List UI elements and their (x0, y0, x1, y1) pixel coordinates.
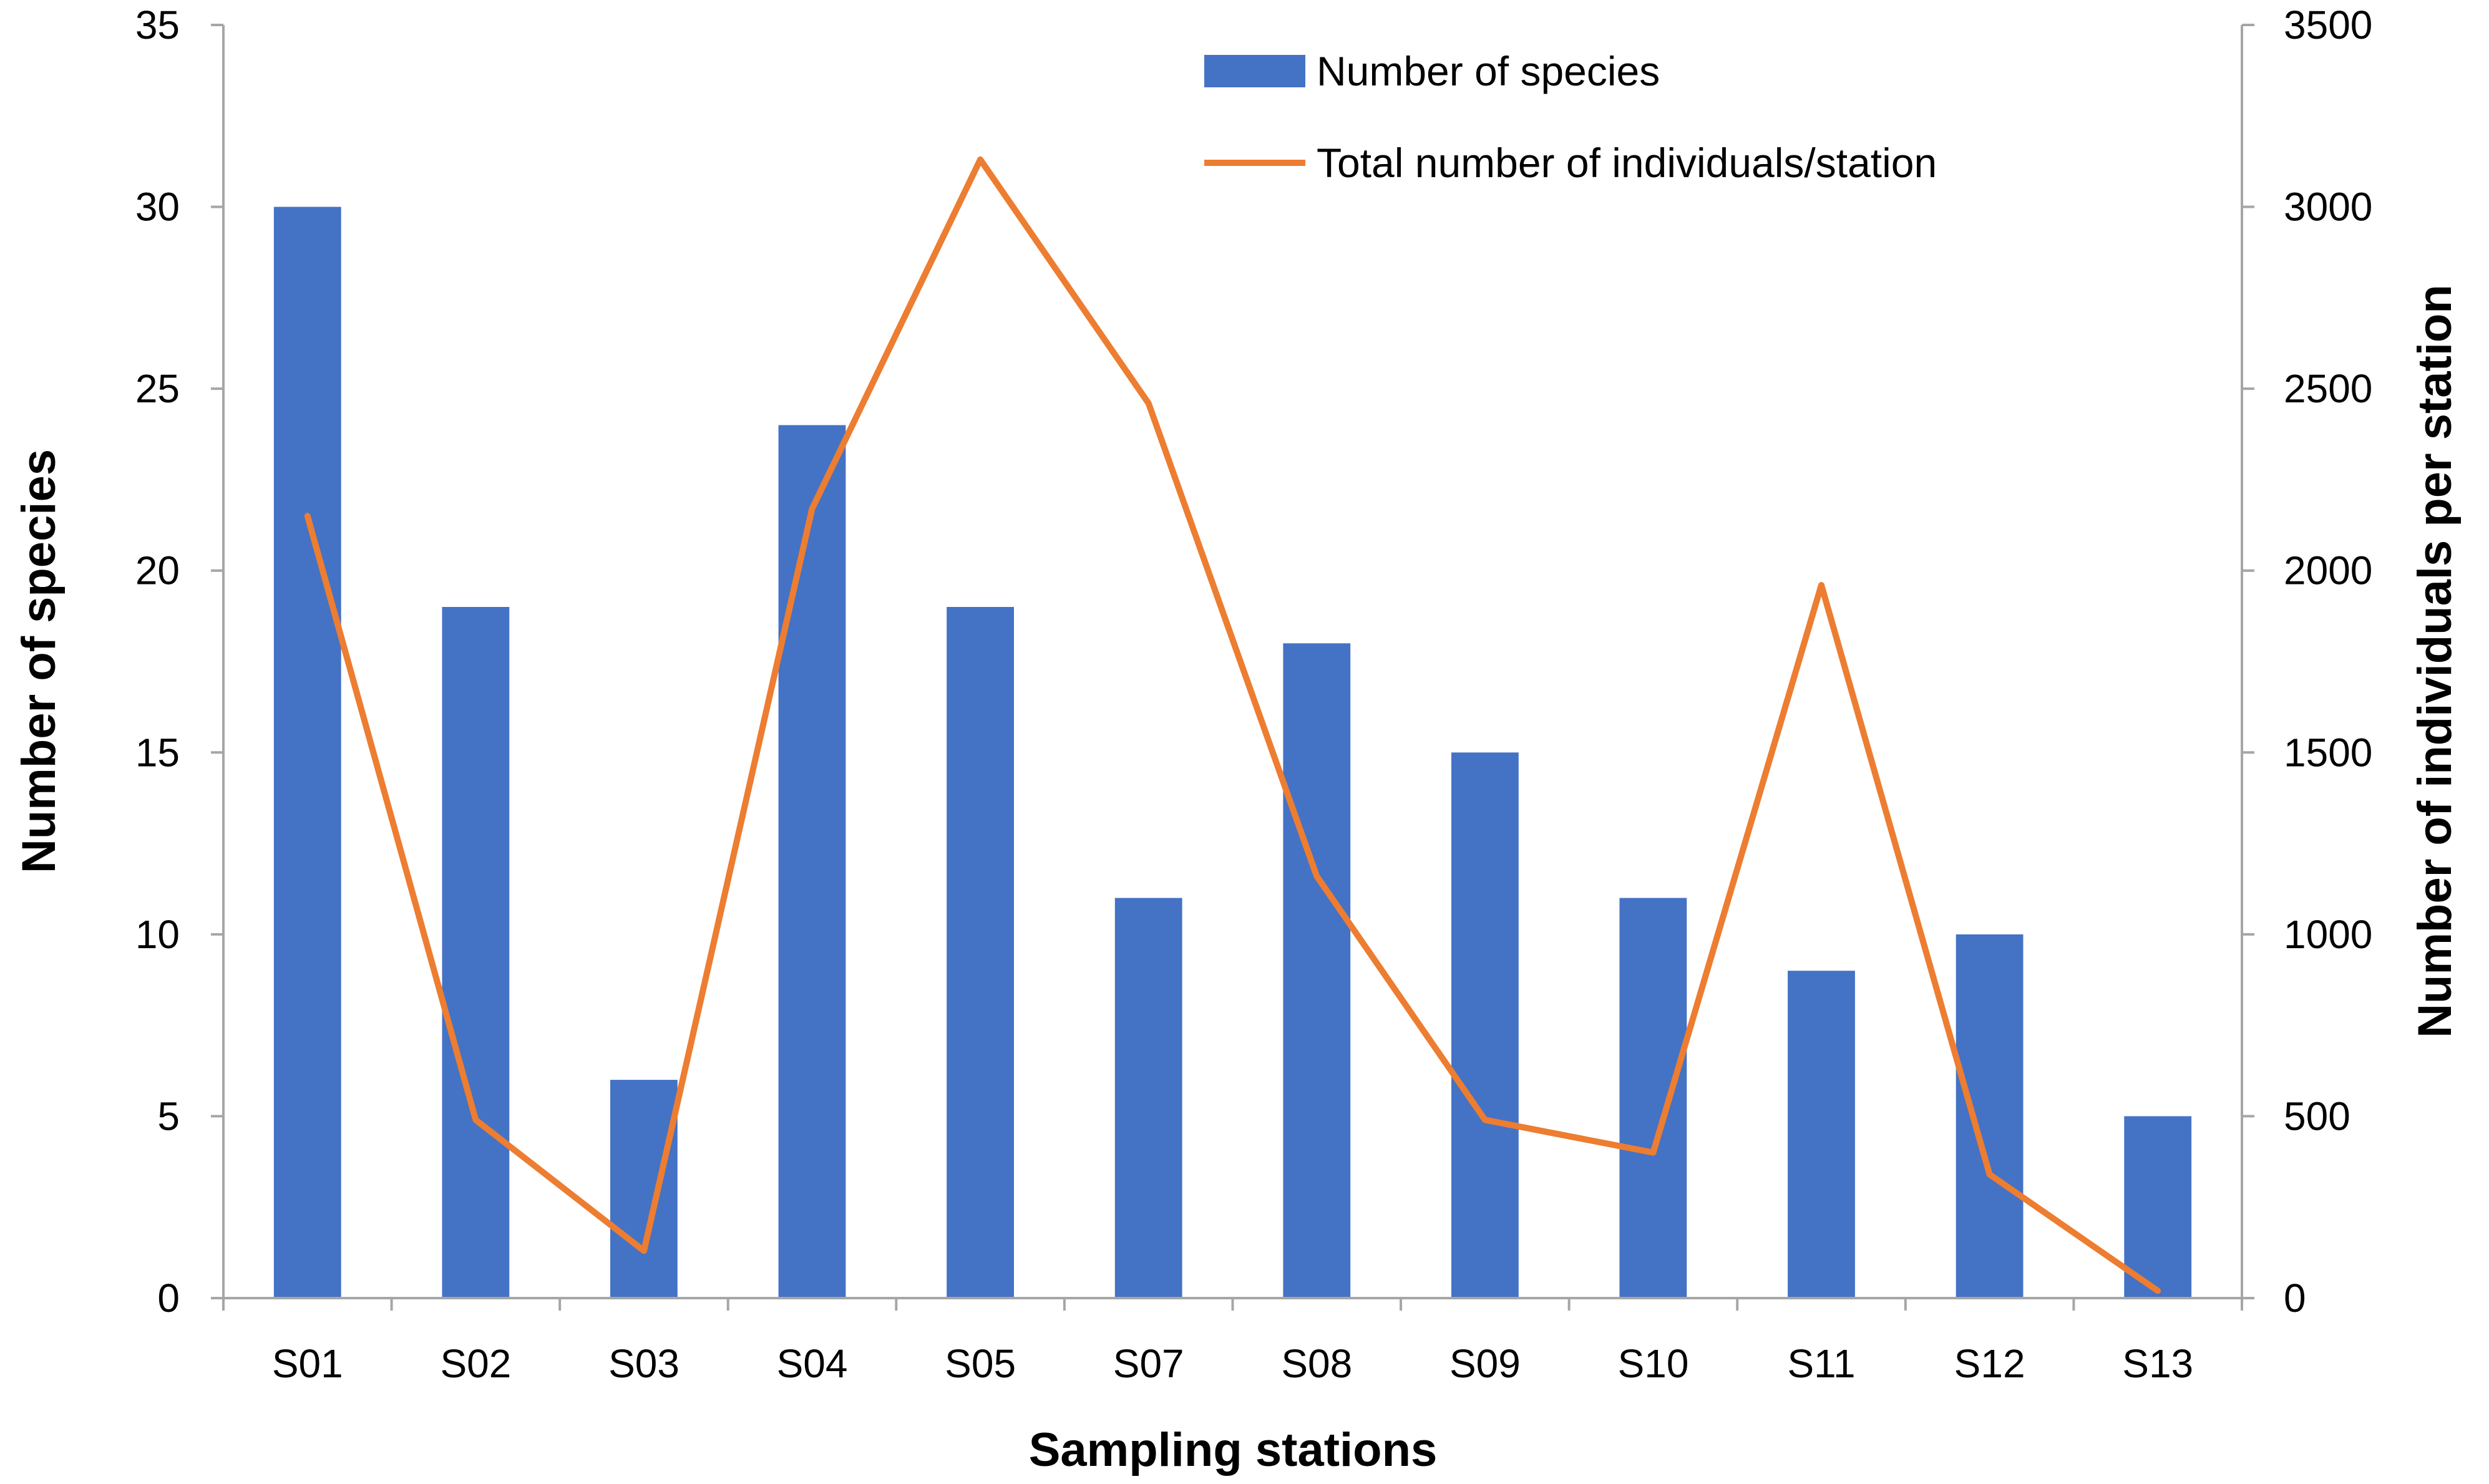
bar-s08 (1283, 643, 1351, 1298)
right-y-tick-label: 2000 (2284, 548, 2372, 593)
x-tick-label: S09 (1449, 1341, 1521, 1386)
x-tick-label: S13 (2122, 1341, 2193, 1386)
right-y-tick-label: 3000 (2284, 185, 2372, 230)
right-y-tick-label: 3500 (2284, 2, 2372, 47)
right-y-tick-label: 500 (2284, 1094, 2350, 1138)
x-tick-label: S08 (1281, 1341, 1352, 1386)
line-point-s02 (475, 1119, 477, 1121)
left-y-axis-title: Number of species (12, 449, 66, 873)
line-point-s01 (306, 515, 308, 517)
left-y-axis-ticks: 0 5 10 15 20 25 30 35 (135, 2, 223, 1321)
line-point-s09 (1484, 1119, 1486, 1121)
x-tick-label: S11 (1787, 1341, 1855, 1386)
bar-s04 (778, 425, 846, 1298)
line-point-s11 (1821, 584, 1822, 586)
x-tick-label: S02 (440, 1341, 511, 1386)
left-y-tick-label: 20 (135, 548, 180, 593)
bar-s02 (442, 607, 510, 1298)
line-series (304, 156, 2161, 1294)
x-tick-label: S04 (777, 1341, 848, 1386)
right-y-tick-label: 1000 (2284, 912, 2372, 957)
bar-s03 (610, 1080, 678, 1298)
line-point-s05 (980, 158, 981, 160)
line-point-s03 (643, 1250, 645, 1252)
left-y-tick-label: 25 (135, 366, 180, 411)
line-point-s12 (1989, 1173, 1990, 1175)
bar-s10 (1619, 898, 1687, 1298)
line-point-s04 (811, 508, 813, 510)
right-y-tick-label: 2500 (2284, 366, 2372, 411)
x-tick-label: S03 (608, 1341, 679, 1386)
right-y-tick-label: 0 (2284, 1276, 2306, 1321)
bar-s05 (947, 607, 1014, 1298)
x-tick-label: S12 (1954, 1341, 2025, 1386)
right-y-axis-title: Number of individuals per station (2409, 284, 2462, 1038)
line-point-s07 (1147, 402, 1149, 404)
line-point-s10 (1652, 1152, 1654, 1153)
legend-swatch-bars (1204, 55, 1305, 87)
x-axis-ticks: S01 S02 S03 S04 S05 S07 S08 S09 S10 S11 S12 S13 (222, 1298, 2243, 1386)
legend: Number of species Total number of indivi… (1204, 48, 1937, 186)
individuals-line (304, 156, 2161, 1294)
left-y-tick-label: 30 (135, 185, 180, 230)
bar-series (273, 206, 2192, 1299)
right-y-axis-ticks: 0 500 1000 1500 2000 2500 3000 3500 (2242, 2, 2372, 1321)
bar-s12 (1956, 934, 2024, 1298)
left-y-tick-label: 0 (157, 1276, 180, 1321)
bar-s09 (1451, 752, 1519, 1298)
bar-s01 (273, 206, 341, 1299)
line-point-s08 (1316, 875, 1318, 877)
bar-s07 (1114, 898, 1182, 1298)
right-y-tick-label: 1500 (2284, 730, 2372, 775)
bar-s11 (1788, 971, 1855, 1298)
left-y-tick-label: 10 (135, 912, 180, 957)
axes (222, 25, 2243, 1299)
left-y-tick-label: 15 (135, 730, 180, 775)
x-axis-title: Sampling stations (1029, 1423, 1438, 1477)
legend-label-individuals: Total number of individuals/station (1317, 140, 1937, 186)
x-tick-label: S05 (945, 1341, 1016, 1386)
line-point-s13 (2157, 1290, 2159, 1292)
x-tick-label: S10 (1618, 1341, 1689, 1386)
left-y-tick-label: 35 (135, 2, 180, 47)
bar-s13 (2124, 1116, 2192, 1298)
x-tick-label: S07 (1113, 1341, 1184, 1386)
legend-label-species: Number of species (1317, 48, 1660, 94)
x-tick-label: S01 (272, 1341, 343, 1386)
left-y-tick-label: 5 (157, 1094, 180, 1138)
